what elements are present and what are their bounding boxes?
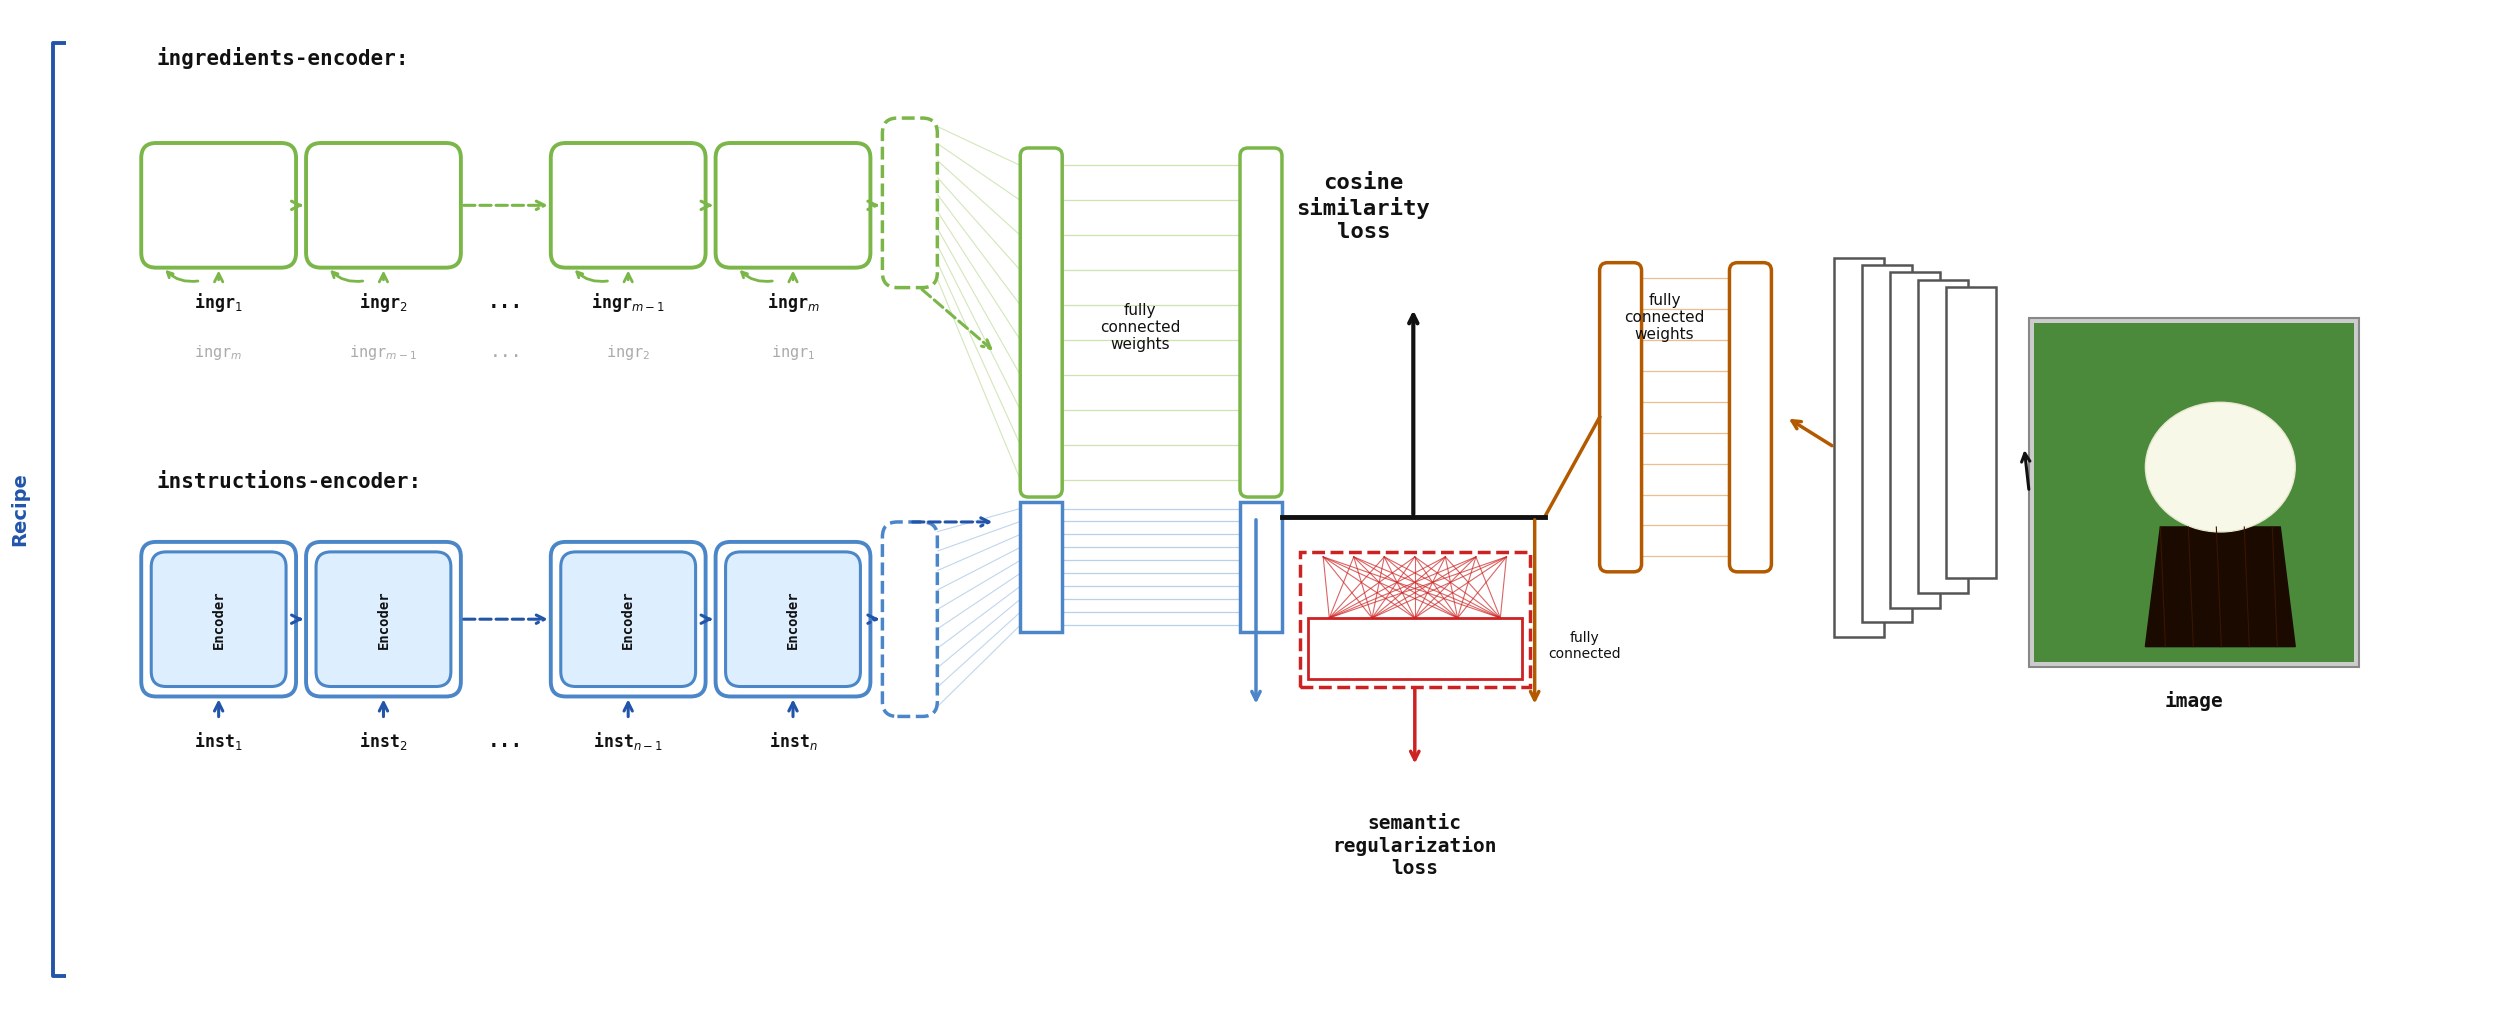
FancyBboxPatch shape (1299, 552, 1531, 686)
Text: ingr$_1$: ingr$_1$ (194, 291, 242, 314)
FancyBboxPatch shape (1947, 287, 1997, 579)
FancyBboxPatch shape (1862, 265, 1912, 622)
Text: inst$_2$: inst$_2$ (359, 730, 409, 753)
FancyBboxPatch shape (1890, 273, 1940, 607)
Text: ingr$_m$: ingr$_m$ (194, 343, 242, 362)
Text: inst$_1$: inst$_1$ (194, 730, 242, 753)
Text: fully
connected
weights: fully connected weights (1625, 293, 1705, 343)
Text: Encoder: Encoder (212, 590, 227, 649)
Text: Encoder: Encoder (376, 590, 391, 649)
Text: ingr$_m$: ingr$_m$ (768, 291, 820, 314)
FancyBboxPatch shape (561, 552, 696, 686)
FancyBboxPatch shape (1020, 502, 1062, 632)
Text: instructions-encoder:: instructions-encoder: (157, 472, 421, 492)
FancyBboxPatch shape (1239, 148, 1281, 497)
FancyBboxPatch shape (1601, 262, 1640, 572)
Text: semantic
regularization
loss: semantic regularization loss (1334, 814, 1498, 878)
FancyBboxPatch shape (1239, 502, 1281, 632)
FancyBboxPatch shape (1730, 262, 1773, 572)
Text: ...: ... (489, 732, 524, 751)
FancyBboxPatch shape (1917, 280, 1967, 593)
Text: ...: ... (489, 293, 524, 312)
Text: Encoder: Encoder (785, 590, 800, 649)
FancyBboxPatch shape (1020, 148, 1062, 497)
FancyBboxPatch shape (715, 542, 870, 697)
FancyBboxPatch shape (1309, 618, 1521, 678)
Text: ingr$_2$: ingr$_2$ (606, 343, 651, 362)
FancyBboxPatch shape (142, 143, 297, 267)
Text: inst$_n$: inst$_n$ (768, 730, 818, 753)
Text: ...: ... (489, 344, 521, 361)
FancyBboxPatch shape (715, 143, 870, 267)
Text: ingr$_{m-1}$: ingr$_{m-1}$ (349, 343, 416, 362)
Text: ingr$_{m-1}$: ingr$_{m-1}$ (591, 291, 666, 314)
FancyBboxPatch shape (883, 118, 937, 288)
FancyBboxPatch shape (551, 542, 706, 697)
Ellipse shape (2146, 403, 2296, 532)
FancyBboxPatch shape (883, 522, 937, 716)
Text: ingr$_1$: ingr$_1$ (770, 343, 815, 362)
FancyBboxPatch shape (2034, 322, 2353, 662)
Text: fully
connected: fully connected (1548, 631, 1620, 661)
FancyBboxPatch shape (152, 552, 287, 686)
FancyBboxPatch shape (1835, 257, 1885, 637)
Text: cosine
similarity
loss: cosine similarity loss (1296, 174, 1431, 242)
FancyBboxPatch shape (725, 552, 860, 686)
FancyBboxPatch shape (2029, 317, 2358, 666)
FancyBboxPatch shape (307, 143, 461, 267)
Text: ingr$_2$: ingr$_2$ (359, 291, 409, 314)
FancyBboxPatch shape (317, 552, 451, 686)
Text: inst$_{n-1}$: inst$_{n-1}$ (593, 730, 663, 753)
Text: fully
connected
weights: fully connected weights (1099, 303, 1179, 353)
Polygon shape (2146, 527, 2296, 647)
FancyBboxPatch shape (307, 542, 461, 697)
Text: Encoder: Encoder (621, 590, 636, 649)
FancyBboxPatch shape (142, 542, 297, 697)
Text: ingredients-encoder:: ingredients-encoder: (157, 47, 409, 69)
Text: image: image (2164, 692, 2224, 712)
FancyBboxPatch shape (551, 143, 706, 267)
Text: Recipe: Recipe (10, 472, 30, 546)
